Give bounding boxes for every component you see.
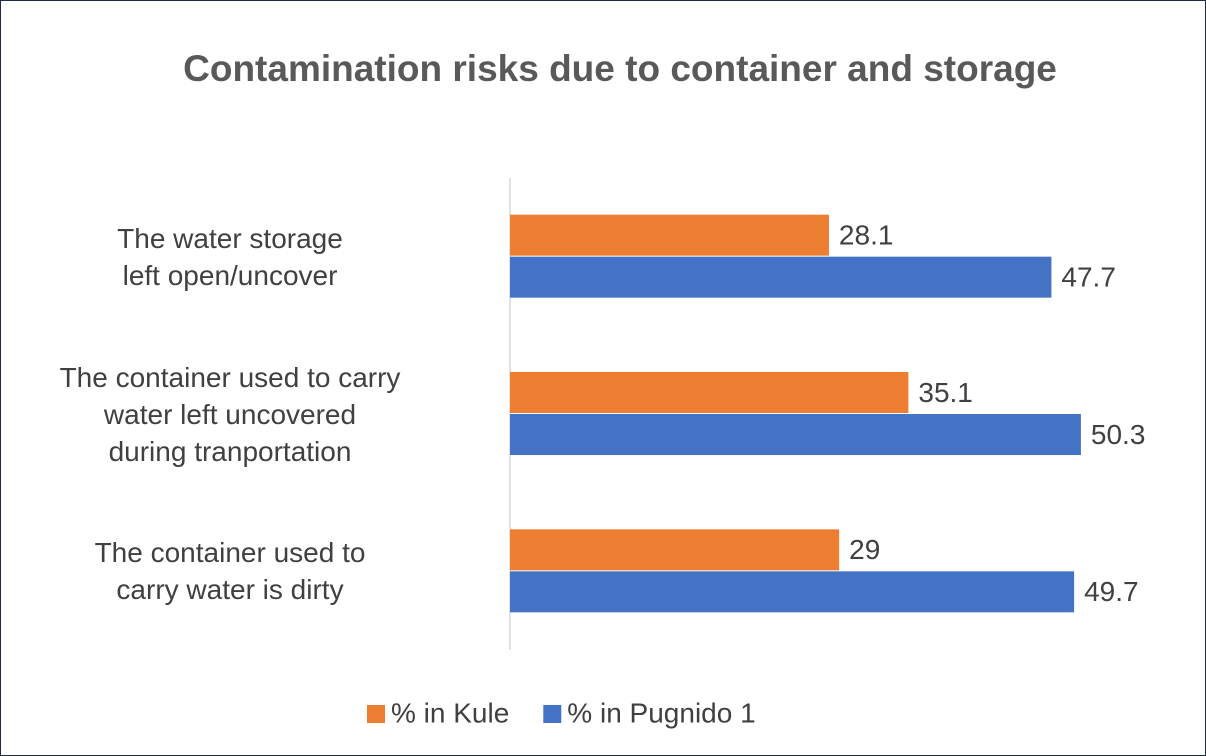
bar — [510, 571, 1075, 613]
data-label: 28.1 — [839, 220, 894, 251]
data-label: 50.3 — [1091, 419, 1146, 450]
legend-label: % in Pugnido 1 — [567, 697, 755, 728]
legend-swatch — [367, 705, 385, 723]
bar — [510, 414, 1081, 455]
data-label: 47.7 — [1061, 262, 1116, 293]
data-label: 35.1 — [918, 377, 973, 408]
chart-title: Contamination risks due to container and… — [183, 48, 1057, 89]
data-label: 49.7 — [1084, 576, 1139, 607]
legend-swatch — [543, 705, 562, 723]
bar — [510, 256, 1052, 298]
legend-label: % in Kule — [391, 697, 509, 728]
y-tick-label: The container used to carry water is dir… — [94, 537, 366, 606]
y-tick-label: The water storage left open/uncover — [117, 222, 343, 291]
bar — [510, 372, 909, 413]
y-tick-label: The container used to carry water left u… — [59, 361, 401, 467]
bar — [510, 214, 829, 256]
bar — [510, 529, 840, 571]
data-label: 29 — [849, 534, 880, 565]
